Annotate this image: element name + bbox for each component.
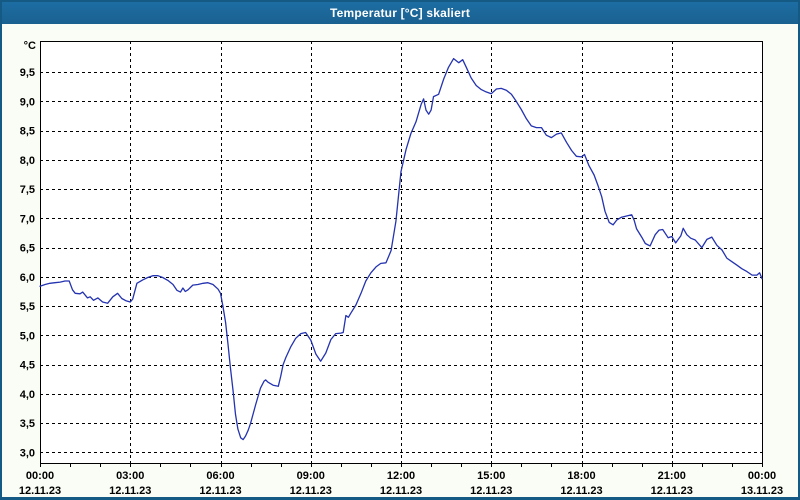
svg-text:8,5: 8,5 bbox=[20, 126, 35, 138]
svg-text:12.11.23: 12.11.23 bbox=[199, 485, 241, 497]
svg-text:12:00: 12:00 bbox=[387, 470, 415, 482]
svg-text:21:00: 21:00 bbox=[658, 470, 686, 482]
svg-text:6,5: 6,5 bbox=[20, 243, 35, 255]
svg-text:12.11.23: 12.11.23 bbox=[470, 485, 512, 497]
svg-text:12.11.23: 12.11.23 bbox=[380, 485, 422, 497]
svg-text:12.11.23: 12.11.23 bbox=[290, 485, 332, 497]
svg-text:7,5: 7,5 bbox=[20, 184, 35, 196]
svg-text:12.11.23: 12.11.23 bbox=[19, 485, 61, 497]
x-gridlines bbox=[130, 41, 673, 463]
svg-text:6,0: 6,0 bbox=[20, 272, 35, 284]
window-title: Temperatur [°C] skaliert bbox=[329, 6, 471, 20]
svg-text:03:00: 03:00 bbox=[116, 470, 144, 482]
svg-text:4,5: 4,5 bbox=[20, 360, 35, 372]
temperature-trend-chart: 3,0 3,5 4,0 4,5 5,0 5,5 6,0 6,5 7,0 7,5 8,0 8,5 9,0 9… bbox=[19, 40, 783, 497]
svg-text:12.11.23: 12.11.23 bbox=[651, 485, 693, 497]
svg-text:13.11.23: 13.11.23 bbox=[741, 485, 783, 497]
x-axis-labels: 00:00 12.11.23 03:00 12.11.23 06:00 12.11.23 0… bbox=[19, 470, 783, 497]
svg-text:06:00: 06:00 bbox=[206, 470, 234, 482]
y-axis-unit-label: °C bbox=[24, 40, 36, 52]
plot-border bbox=[40, 41, 763, 464]
chart-area: 3,0 3,5 4,0 4,5 5,0 5,5 6,0 6,5 7,0 7,5 8,0 8,5 9,0 9… bbox=[2, 24, 798, 497]
svg-text:7,0: 7,0 bbox=[20, 213, 35, 225]
svg-text:00:00: 00:00 bbox=[26, 470, 54, 482]
svg-text:9,0: 9,0 bbox=[20, 96, 35, 108]
svg-text:5,5: 5,5 bbox=[20, 301, 35, 313]
svg-text:12.11.23: 12.11.23 bbox=[109, 485, 151, 497]
svg-text:9,5: 9,5 bbox=[20, 67, 35, 79]
svg-text:8,0: 8,0 bbox=[20, 155, 35, 167]
svg-text:12.11.23: 12.11.23 bbox=[560, 485, 602, 497]
svg-text:5,0: 5,0 bbox=[20, 330, 35, 342]
svg-text:09:00: 09:00 bbox=[297, 470, 325, 482]
svg-text:15:00: 15:00 bbox=[477, 470, 505, 482]
svg-text:4,0: 4,0 bbox=[20, 389, 35, 401]
svg-text:18:00: 18:00 bbox=[567, 470, 595, 482]
svg-text:3,0: 3,0 bbox=[20, 447, 35, 459]
temperature-series-line bbox=[39, 57, 763, 441]
title-bar: Temperatur [°C] skaliert bbox=[2, 2, 798, 24]
svg-text:00:00: 00:00 bbox=[748, 470, 776, 482]
y-axis-labels: 3,0 3,5 4,0 4,5 5,0 5,5 6,0 6,5 7,0 7,5 8,0 8,5 9,0 9… bbox=[20, 40, 36, 459]
svg-text:3,5: 3,5 bbox=[20, 418, 35, 430]
